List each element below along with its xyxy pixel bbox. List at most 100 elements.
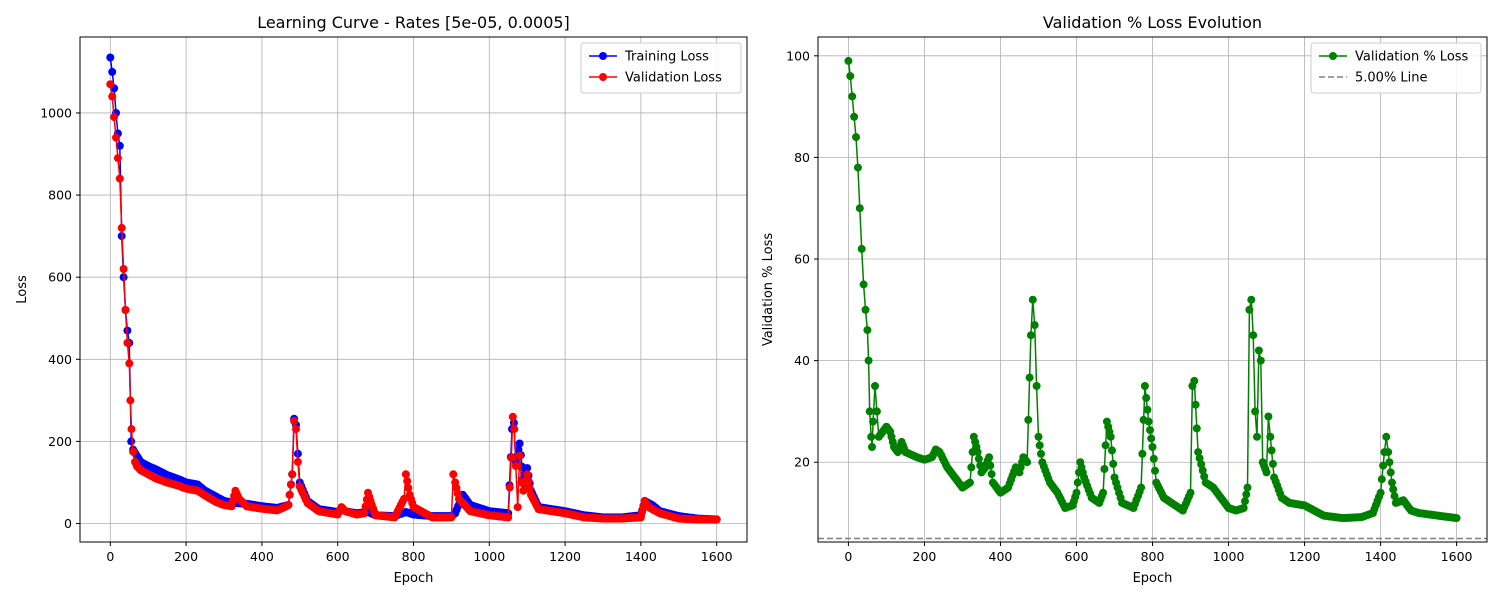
data-point [1108,446,1116,455]
data-point [872,407,881,416]
x-tick-label: 400 [250,549,274,564]
legend-swatch-marker [599,52,607,60]
data-point [864,356,873,365]
y-tick-label: 20 [794,455,810,470]
data-point [867,432,876,441]
data-point [871,382,879,390]
y-tick-label: 600 [48,270,72,285]
data-point [1253,432,1261,441]
data-point [1190,376,1199,385]
data-point [290,416,299,425]
data-point [285,490,294,499]
data-point [505,483,514,492]
data-point [511,462,520,470]
data-point [1034,432,1043,441]
data-point [987,470,996,479]
data-point [1386,468,1395,477]
legend-entry: 5.00% Line [1319,71,1428,86]
x-tick-label: 0 [844,549,852,564]
data-point [973,448,982,457]
data-point [1143,405,1152,414]
data-point [525,483,534,492]
data-point [507,453,516,462]
data-point [857,244,866,253]
x-tick-label: 400 [989,549,1013,564]
data-point [1151,466,1159,475]
data-point [108,67,117,76]
y-tick-label: 400 [48,352,72,367]
data-point [1242,490,1251,499]
data-point [129,447,138,456]
data-point [1024,415,1033,424]
legend: Training Loss Validation Loss [580,42,742,94]
x-tick-label: 200 [913,549,937,564]
data-point [1389,485,1398,494]
data-point [108,92,117,101]
y-tick-label: 80 [794,150,810,165]
data-point [1147,434,1156,443]
data-point [524,477,533,486]
data-point [1452,514,1461,523]
data-point [293,457,302,466]
data-point [1146,426,1154,435]
y-tick-label: 60 [794,252,810,267]
x-tick-label: 800 [402,549,426,564]
data-point [115,174,124,183]
data-point [850,112,859,121]
legend-box [1310,42,1482,94]
x-tick-label: 200 [174,549,198,564]
y-tick-label: 1000 [40,105,72,120]
data-point [523,464,532,473]
data-point [861,305,870,314]
data-point [1149,454,1158,463]
data-point [1379,461,1388,470]
data-point [127,425,136,434]
data-point [1192,424,1201,433]
data-point [853,163,862,172]
data-point [868,443,876,451]
validation-percent-loss-plot: 0 200 400 600 800 1000 1200 1400 1600 20 40 60 80 100… [761,13,1488,586]
data-point [1243,483,1252,492]
data-point [1028,295,1037,304]
data-point [113,154,122,163]
data-point [852,133,860,142]
data-point [1140,382,1149,390]
data-point [1264,412,1273,421]
x-axis-label: Epoch [1133,571,1173,586]
data-point [1142,393,1151,402]
legend-label: Validation Loss [625,71,722,86]
data-point [1109,459,1118,468]
data-point [1137,483,1146,492]
data-point [510,425,519,434]
x-tick-label: 0 [106,549,114,564]
legend-label: 5.00% Line [1355,71,1428,86]
y-tick-label: 800 [48,188,72,203]
y-tick-label: 0 [64,516,72,531]
data-point [1026,331,1035,340]
data-point [523,470,532,479]
data-point [119,265,128,273]
data-point [110,113,119,122]
data-point [1256,356,1265,365]
data-point [1390,492,1399,501]
data-point [1245,305,1254,314]
legend-label: Validation % Loss [1355,50,1469,65]
data-point [360,509,369,518]
data-point [855,204,864,213]
data-point [504,513,513,522]
data-point [1197,460,1206,469]
data-point [1030,321,1039,330]
data-point [1106,432,1115,441]
data-point [121,306,130,314]
data-point [712,515,721,524]
data-point [859,280,868,289]
legend-swatch-marker [1329,52,1337,60]
data-point [967,463,976,472]
data-point [1198,466,1207,475]
data-point [1099,488,1108,497]
data-point [403,477,412,486]
data-point [126,396,135,405]
x-tick-label: 800 [1141,549,1165,564]
chart-title: Learning Curve - Rates [5e-05, 0.0005] [257,13,570,32]
